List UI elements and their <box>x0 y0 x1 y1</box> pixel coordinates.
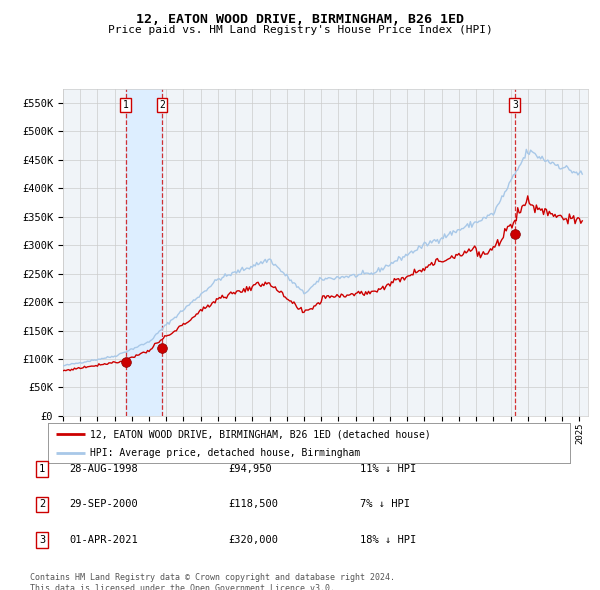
Text: HPI: Average price, detached house, Birmingham: HPI: Average price, detached house, Birm… <box>90 448 360 458</box>
Text: £320,000: £320,000 <box>228 535 278 545</box>
Text: 29-SEP-2000: 29-SEP-2000 <box>69 500 138 509</box>
Text: Price paid vs. HM Land Registry's House Price Index (HPI): Price paid vs. HM Land Registry's House … <box>107 25 493 35</box>
Text: 1: 1 <box>39 464 45 474</box>
Text: 12, EATON WOOD DRIVE, BIRMINGHAM, B26 1ED (detached house): 12, EATON WOOD DRIVE, BIRMINGHAM, B26 1E… <box>90 430 431 440</box>
Text: 2: 2 <box>159 100 165 110</box>
Bar <box>126 88 162 416</box>
Text: 7% ↓ HPI: 7% ↓ HPI <box>360 500 410 509</box>
Text: Contains HM Land Registry data © Crown copyright and database right 2024.
This d: Contains HM Land Registry data © Crown c… <box>30 573 395 590</box>
Text: £118,500: £118,500 <box>228 500 278 509</box>
Text: 1: 1 <box>123 100 129 110</box>
Text: £94,950: £94,950 <box>228 464 272 474</box>
Text: 18% ↓ HPI: 18% ↓ HPI <box>360 535 416 545</box>
Text: 3: 3 <box>39 535 45 545</box>
Text: 11% ↓ HPI: 11% ↓ HPI <box>360 464 416 474</box>
Text: 12, EATON WOOD DRIVE, BIRMINGHAM, B26 1ED: 12, EATON WOOD DRIVE, BIRMINGHAM, B26 1E… <box>136 13 464 26</box>
Text: 2: 2 <box>39 500 45 509</box>
Text: 28-AUG-1998: 28-AUG-1998 <box>69 464 138 474</box>
Text: 3: 3 <box>512 100 518 110</box>
Text: 01-APR-2021: 01-APR-2021 <box>69 535 138 545</box>
